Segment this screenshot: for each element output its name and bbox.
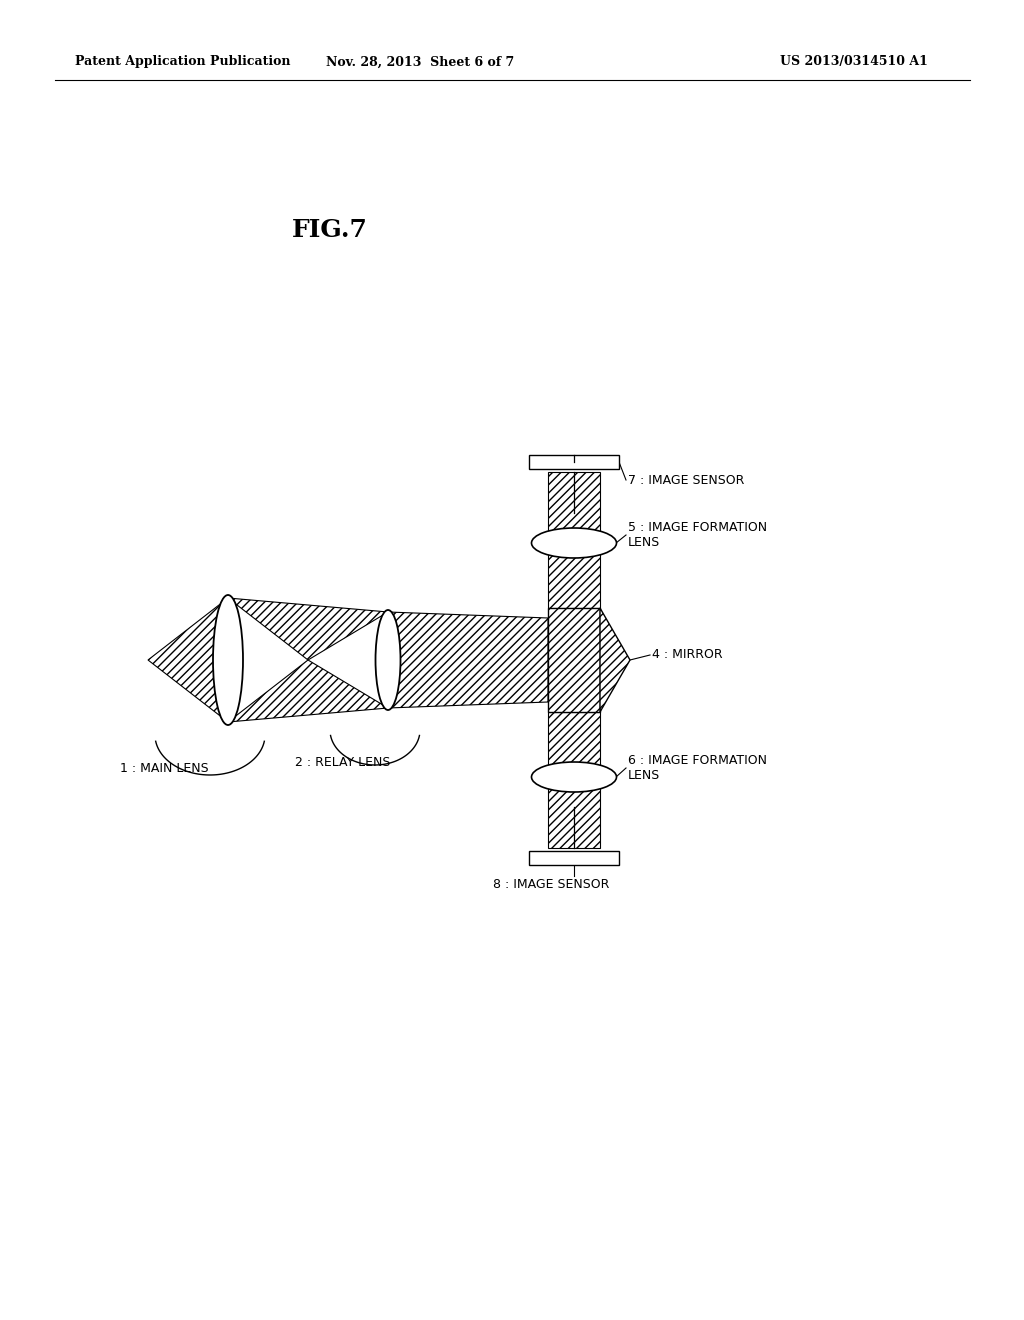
Text: 8 : IMAGE SENSOR: 8 : IMAGE SENSOR [493, 879, 609, 891]
Polygon shape [388, 612, 548, 708]
Polygon shape [548, 473, 600, 609]
Ellipse shape [213, 595, 243, 725]
Polygon shape [228, 598, 388, 660]
Polygon shape [600, 609, 630, 711]
Text: 6 : IMAGE FORMATION
LENS: 6 : IMAGE FORMATION LENS [628, 754, 767, 781]
Ellipse shape [376, 610, 400, 710]
Ellipse shape [531, 762, 616, 792]
Text: 1 : MAIN LENS: 1 : MAIN LENS [120, 762, 209, 775]
Bar [529, 455, 618, 469]
Text: 5 : IMAGE FORMATION
LENS: 5 : IMAGE FORMATION LENS [628, 521, 767, 549]
Text: 7 : IMAGE SENSOR: 7 : IMAGE SENSOR [628, 474, 744, 487]
Text: 4 : MIRROR: 4 : MIRROR [652, 648, 723, 661]
Bar [529, 851, 618, 865]
Text: Nov. 28, 2013  Sheet 6 of 7: Nov. 28, 2013 Sheet 6 of 7 [326, 55, 514, 69]
Text: FIG.7: FIG.7 [292, 218, 368, 242]
Text: 2 : RELAY LENS: 2 : RELAY LENS [295, 756, 390, 770]
Text: Patent Application Publication: Patent Application Publication [75, 55, 291, 69]
Polygon shape [548, 711, 600, 847]
Text: US 2013/0314510 A1: US 2013/0314510 A1 [780, 55, 928, 69]
Polygon shape [548, 609, 600, 711]
Polygon shape [228, 660, 388, 722]
Polygon shape [148, 598, 228, 722]
Ellipse shape [531, 528, 616, 558]
